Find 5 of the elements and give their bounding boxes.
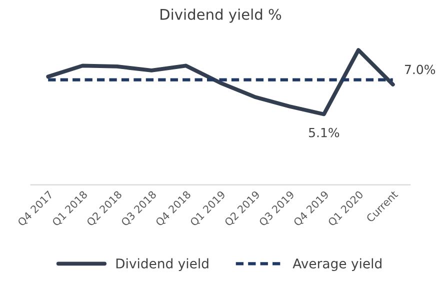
data-label: 5.1% — [309, 128, 340, 138]
chart-title: Dividend yield % — [160, 8, 282, 23]
data-label: 7.0% — [405, 64, 436, 74]
legend-label: Average yield — [292, 258, 382, 272]
legend-label: Dividend yield — [116, 258, 208, 272]
